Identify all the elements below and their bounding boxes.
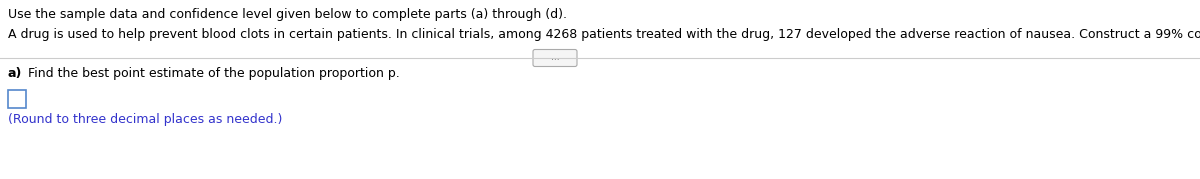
FancyBboxPatch shape	[8, 90, 26, 108]
Text: Find the best point estimate of the population proportion p.: Find the best point estimate of the popu…	[24, 67, 400, 80]
Text: A drug is used to help prevent blood clots in certain patients. In clinical tria: A drug is used to help prevent blood clo…	[8, 28, 1200, 41]
Text: (Round to three decimal places as needed.): (Round to three decimal places as needed…	[8, 113, 282, 126]
Text: Use the sample data and confidence level given below to complete parts (a) throu: Use the sample data and confidence level…	[8, 8, 568, 21]
Text: a): a)	[8, 67, 23, 80]
FancyBboxPatch shape	[533, 50, 577, 67]
Text: ...: ...	[551, 54, 559, 62]
